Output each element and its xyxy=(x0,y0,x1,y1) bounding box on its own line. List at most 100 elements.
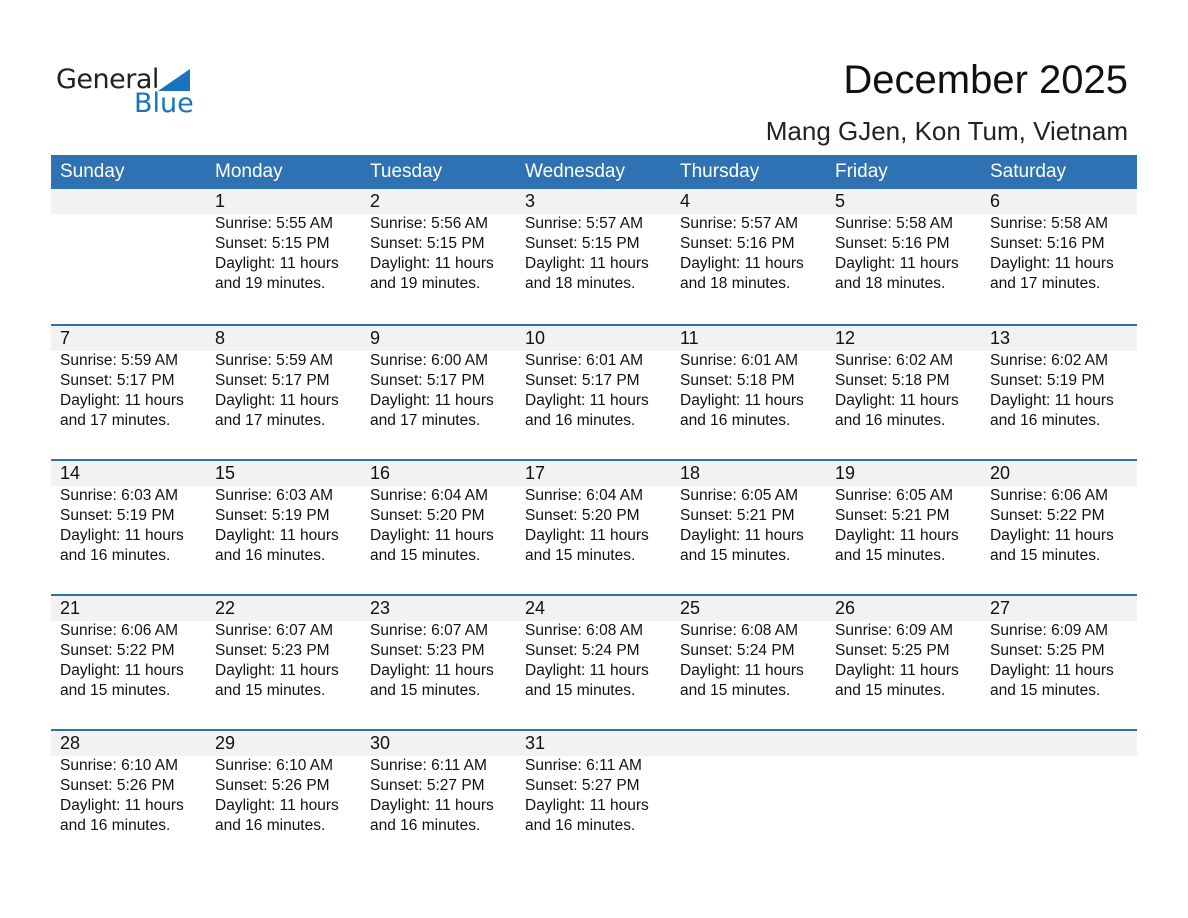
weekday-header: Sunday Monday Tuesday Wednesday Thursday Frid… xyxy=(51,155,1137,189)
page-title: December 2025 xyxy=(843,58,1128,102)
sunrise-text: Sunrise: 5:57 AM xyxy=(680,215,799,232)
day-number: 27 xyxy=(990,598,1011,618)
sunset-text: Sunset: 5:27 PM xyxy=(370,777,485,794)
day-cell: 8 Sunrise: 5:59 AM Sunset: 5:17 PM Daylight… xyxy=(206,326,361,459)
day-cell: 23 Sunrise: 6:07 AM Sunset: 5:23 PM Dayligh… xyxy=(361,596,516,729)
daylight-minutes-text: and 15 minutes. xyxy=(370,682,481,699)
sunrise-text: Sunrise: 6:10 AM xyxy=(60,757,179,774)
sunset-text: Sunset: 5:18 PM xyxy=(680,372,795,389)
calendar: Sunday Monday Tuesday Wednesday Thursday Frid… xyxy=(51,155,1137,864)
daylight-text: Daylight: 11 hours xyxy=(525,255,649,272)
day-number: 17 xyxy=(525,463,546,483)
day-cell: 27 Sunrise: 6:09 AM Sunset: 5:25 PM Dayligh… xyxy=(981,596,1136,729)
day-number: 16 xyxy=(370,463,391,483)
daylight-minutes-text: and 17 minutes. xyxy=(370,412,481,429)
day-cell: 17 Sunrise: 6:04 AM Sunset: 5:20 PM Dayligh… xyxy=(516,461,671,594)
daylight-text: Daylight: 11 hours xyxy=(370,527,494,544)
day-cell: 1 Sunrise: 5:55 AM Sunset: 5:15 PM Daylight… xyxy=(206,189,361,324)
date-band xyxy=(51,596,1137,621)
sunset-text: Sunset: 5:22 PM xyxy=(60,642,175,659)
day-cell: 9 Sunrise: 6:00 AM Sunset: 5:17 PM Daylight… xyxy=(361,326,516,459)
sunrise-text: Sunrise: 5:58 AM xyxy=(990,215,1109,232)
date-band xyxy=(51,461,1137,486)
sunrise-text: Sunrise: 6:00 AM xyxy=(370,352,489,369)
sunrise-text: Sunrise: 6:04 AM xyxy=(525,487,644,504)
sunrise-text: Sunrise: 6:11 AM xyxy=(370,757,487,774)
daylight-text: Daylight: 11 hours xyxy=(525,797,649,814)
sunrise-text: Sunrise: 6:04 AM xyxy=(370,487,489,504)
daylight-text: Daylight: 11 hours xyxy=(525,392,649,409)
day-number: 10 xyxy=(525,328,546,348)
daylight-minutes-text: and 15 minutes. xyxy=(215,682,326,699)
sunset-text: Sunset: 5:17 PM xyxy=(215,372,330,389)
daylight-text: Daylight: 11 hours xyxy=(370,797,494,814)
sunrise-text: Sunrise: 6:01 AM xyxy=(680,352,799,369)
sunrise-text: Sunrise: 5:56 AM xyxy=(370,215,489,232)
day-cell: 4 Sunrise: 5:57 AM Sunset: 5:16 PM Daylight… xyxy=(671,189,826,324)
sunset-text: Sunset: 5:23 PM xyxy=(370,642,485,659)
sunset-text: Sunset: 5:24 PM xyxy=(525,642,640,659)
sunrise-text: Sunrise: 6:03 AM xyxy=(60,487,179,504)
logo-text-blue: Blue xyxy=(134,88,194,119)
weekday-tuesday: Tuesday xyxy=(370,161,443,182)
sunset-text: Sunset: 5:25 PM xyxy=(835,642,950,659)
sunrise-text: Sunrise: 6:06 AM xyxy=(990,487,1109,504)
day-cell: 31 Sunrise: 6:11 AM Sunset: 5:27 PM Dayligh… xyxy=(516,731,671,864)
sunset-text: Sunset: 5:17 PM xyxy=(60,372,175,389)
daylight-text: Daylight: 11 hours xyxy=(60,797,184,814)
day-number: 7 xyxy=(60,328,71,348)
sunset-text: Sunset: 5:22 PM xyxy=(990,507,1105,524)
day-cell xyxy=(671,731,826,864)
daylight-text: Daylight: 11 hours xyxy=(680,392,804,409)
sunrise-text: Sunrise: 6:08 AM xyxy=(680,622,799,639)
sunrise-text: Sunrise: 6:08 AM xyxy=(525,622,644,639)
day-cell xyxy=(51,189,206,324)
daylight-text: Daylight: 11 hours xyxy=(835,527,959,544)
day-number: 14 xyxy=(60,463,81,483)
sunrise-text: Sunrise: 6:07 AM xyxy=(370,622,489,639)
day-cell: 11 Sunrise: 6:01 AM Sunset: 5:18 PM Dayligh… xyxy=(671,326,826,459)
day-cell: 29 Sunrise: 6:10 AM Sunset: 5:26 PM Dayligh… xyxy=(206,731,361,864)
day-number: 20 xyxy=(990,463,1011,483)
calendar-weeks: 1 Sunrise: 5:55 AM Sunset: 5:15 PM Daylight… xyxy=(51,189,1137,864)
day-cell xyxy=(826,731,981,864)
day-number: 23 xyxy=(370,598,391,618)
sunset-text: Sunset: 5:19 PM xyxy=(60,507,175,524)
daylight-minutes-text: and 15 minutes. xyxy=(680,682,791,699)
daylight-minutes-text: and 18 minutes. xyxy=(525,275,636,292)
sunset-text: Sunset: 5:17 PM xyxy=(370,372,485,389)
sunrise-text: Sunrise: 6:02 AM xyxy=(835,352,954,369)
week-row: 14 Sunrise: 6:03 AM Sunset: 5:19 PM Dayligh… xyxy=(51,459,1137,594)
daylight-text: Daylight: 11 hours xyxy=(215,662,339,679)
daylight-text: Daylight: 11 hours xyxy=(990,527,1114,544)
daylight-minutes-text: and 17 minutes. xyxy=(60,412,171,429)
sunrise-text: Sunrise: 6:05 AM xyxy=(835,487,954,504)
day-number: 29 xyxy=(215,733,236,753)
sunset-text: Sunset: 5:25 PM xyxy=(990,642,1105,659)
day-cell: 5 Sunrise: 5:58 AM Sunset: 5:16 PM Daylight… xyxy=(826,189,981,324)
weekday-thursday: Thursday xyxy=(680,161,760,182)
weekday-monday: Monday xyxy=(215,161,283,182)
sunrise-text: Sunrise: 5:58 AM xyxy=(835,215,954,232)
day-number: 4 xyxy=(680,191,691,211)
day-cell: 24 Sunrise: 6:08 AM Sunset: 5:24 PM Dayligh… xyxy=(516,596,671,729)
sunrise-text: Sunrise: 6:07 AM xyxy=(215,622,334,639)
date-band xyxy=(51,326,1137,351)
sunrise-text: Sunrise: 5:59 AM xyxy=(215,352,334,369)
day-number: 1 xyxy=(215,191,226,211)
sunset-text: Sunset: 5:16 PM xyxy=(680,235,795,252)
date-band xyxy=(51,189,1137,214)
daylight-minutes-text: and 19 minutes. xyxy=(215,275,326,292)
day-number: 30 xyxy=(370,733,391,753)
sunrise-text: Sunrise: 6:01 AM xyxy=(525,352,644,369)
sunset-text: Sunset: 5:19 PM xyxy=(990,372,1105,389)
sunset-text: Sunset: 5:26 PM xyxy=(215,777,330,794)
daylight-minutes-text: and 16 minutes. xyxy=(60,817,171,834)
daylight-minutes-text: and 16 minutes. xyxy=(60,547,171,564)
day-number: 11 xyxy=(680,328,699,348)
daylight-minutes-text: and 16 minutes. xyxy=(990,412,1101,429)
location-subtitle: Mang GJen, Kon Tum, Vietnam xyxy=(765,116,1128,146)
day-number: 13 xyxy=(990,328,1011,348)
daylight-text: Daylight: 11 hours xyxy=(215,797,339,814)
day-cell: 20 Sunrise: 6:06 AM Sunset: 5:22 PM Dayligh… xyxy=(981,461,1136,594)
